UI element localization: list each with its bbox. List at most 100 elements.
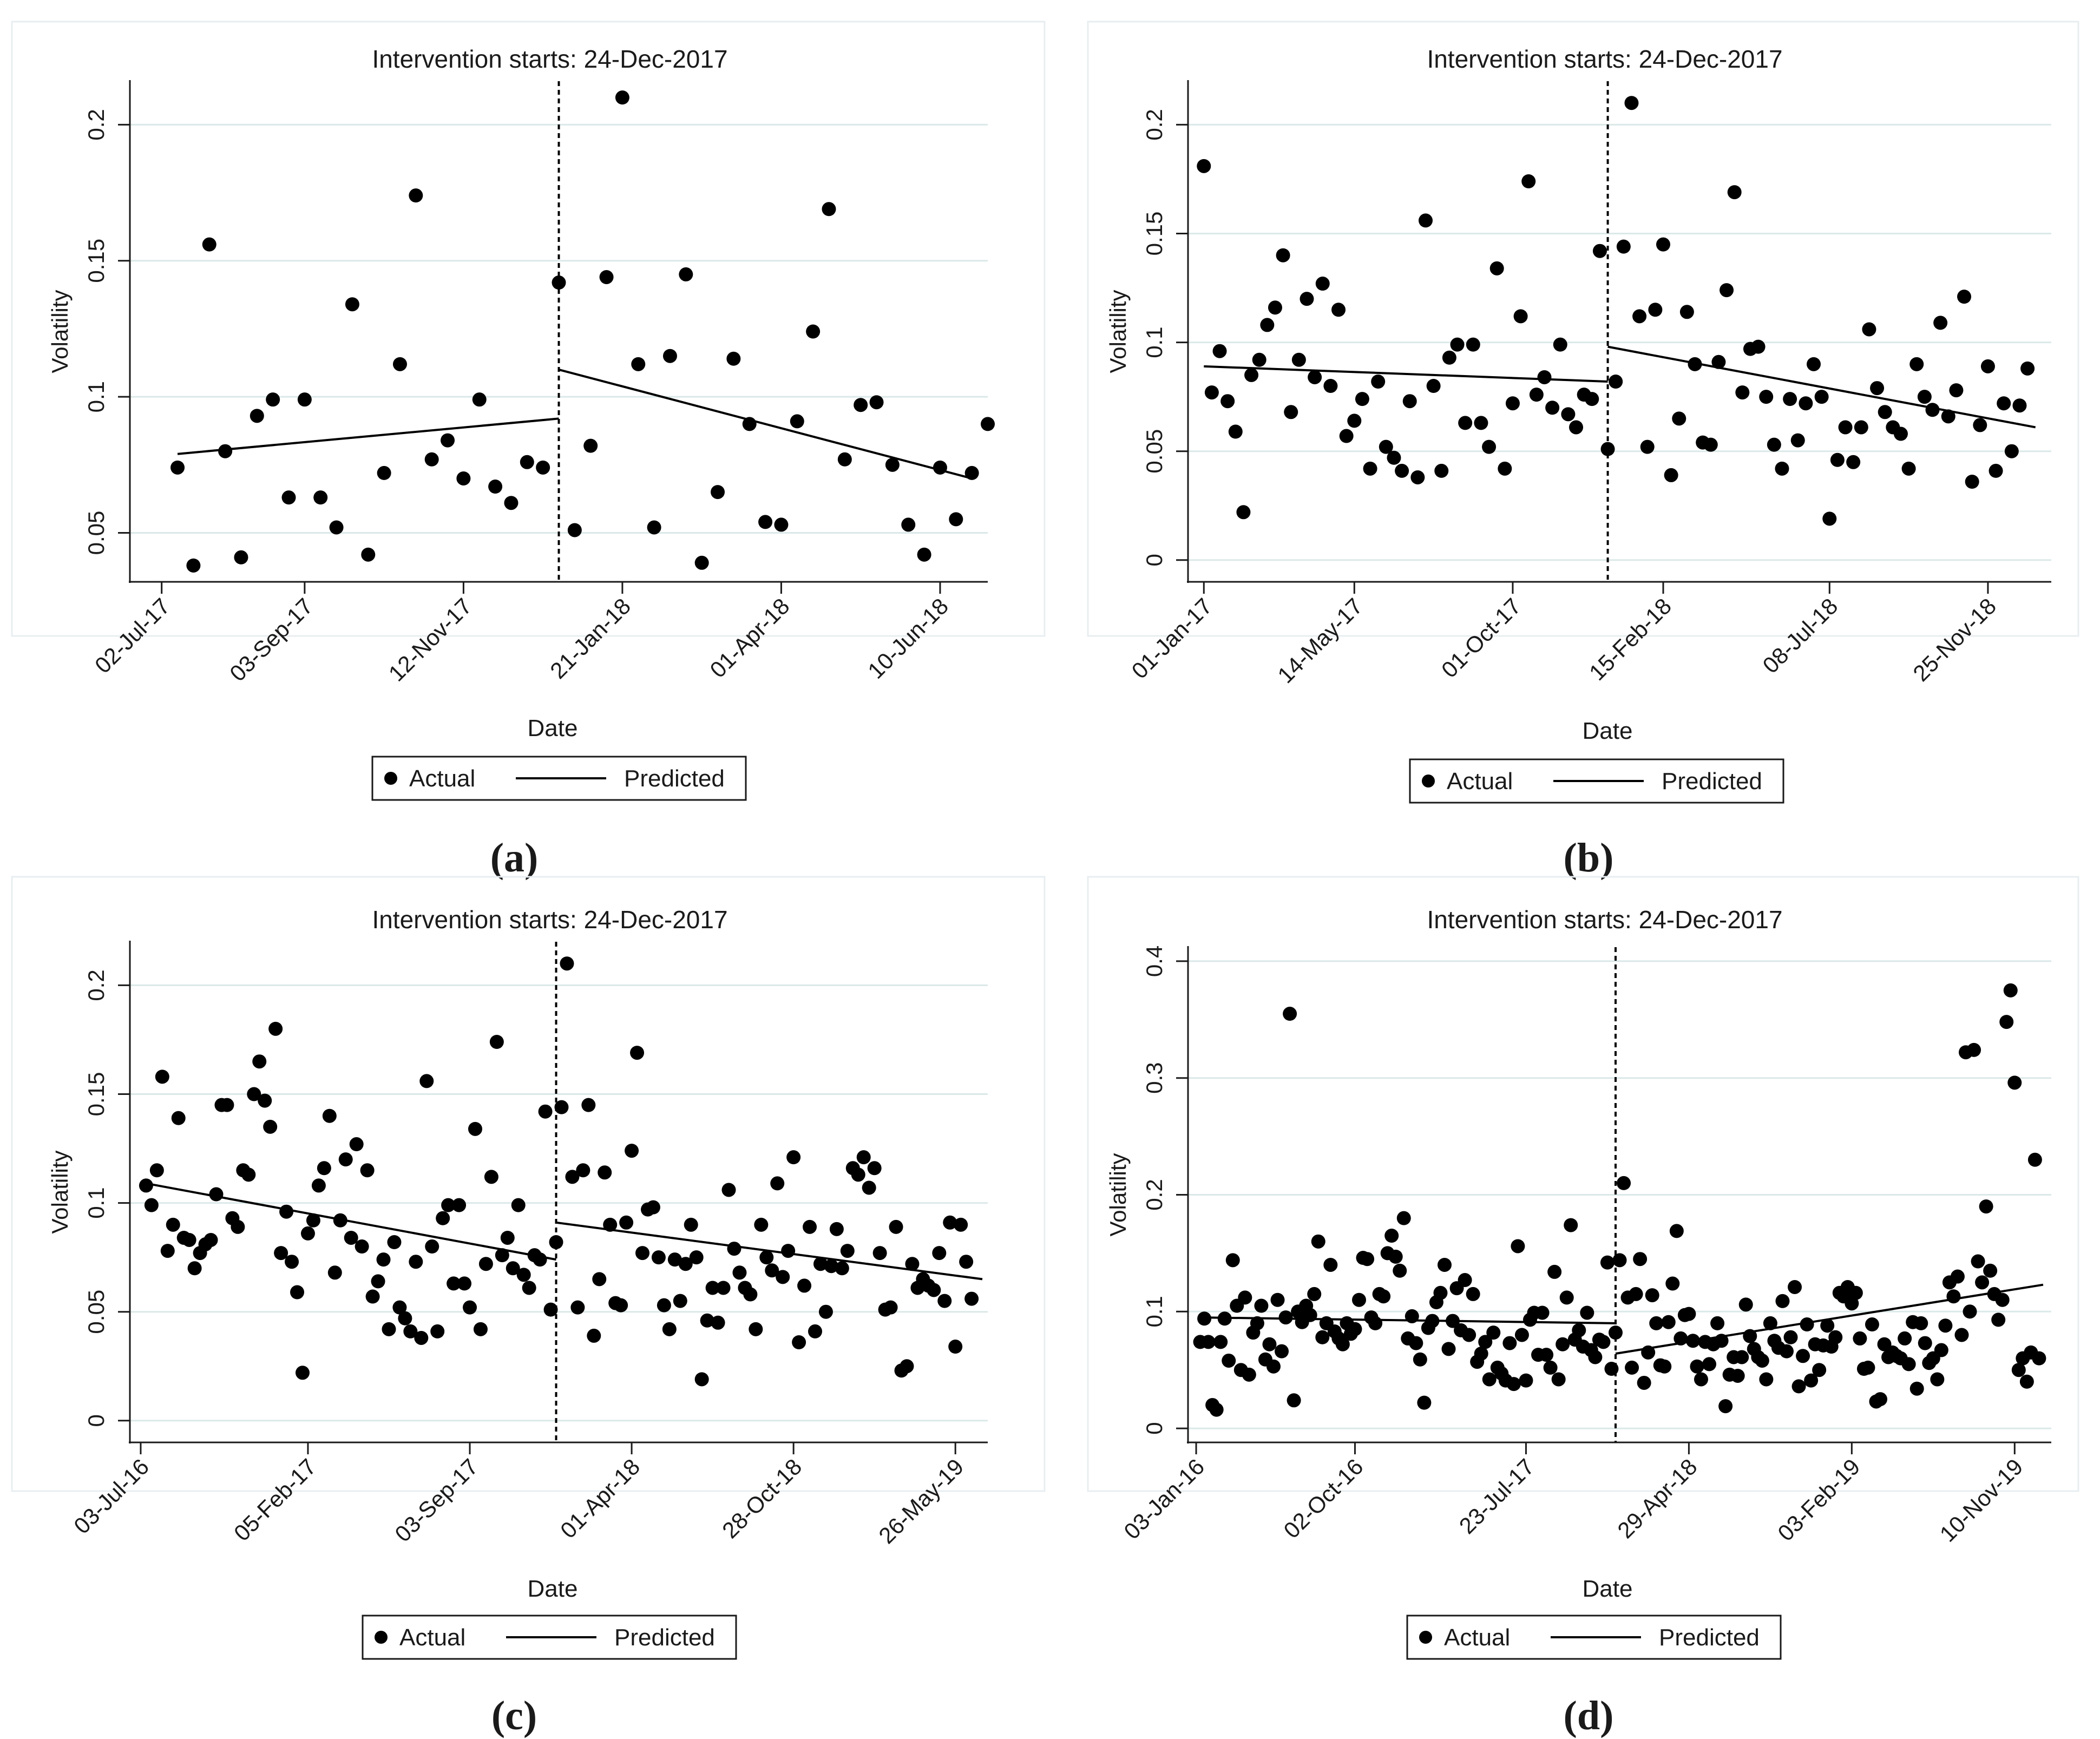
actual-point xyxy=(155,1069,169,1084)
actual-point xyxy=(1645,1288,1659,1303)
actual-point xyxy=(549,1235,563,1249)
actual-point xyxy=(1209,1402,1224,1417)
actual-point xyxy=(1989,463,2003,478)
actual-point xyxy=(536,460,550,475)
actual-point xyxy=(1759,390,1774,404)
actual-point xyxy=(1569,420,1584,435)
y-tick-label: 0.4 xyxy=(1141,946,1167,977)
legend: Actual Predicted xyxy=(1406,1615,1782,1660)
actual-point xyxy=(711,485,725,500)
actual-point xyxy=(1371,375,1386,389)
actual-point xyxy=(473,1322,488,1336)
actual-point xyxy=(311,1178,326,1193)
legend-actual-label: Actual xyxy=(1447,768,1513,795)
actual-point xyxy=(742,417,757,431)
actual-point xyxy=(1396,1211,1411,1225)
actual-point xyxy=(927,1283,941,1297)
actual-point xyxy=(436,1211,450,1225)
actual-point xyxy=(1873,1392,1888,1407)
actual-point xyxy=(1641,1345,1656,1360)
actual-point xyxy=(1604,1362,1619,1376)
actual-point xyxy=(1796,1349,1810,1363)
actual-point xyxy=(1308,370,1322,384)
actual-point xyxy=(1262,1337,1277,1351)
actual-point xyxy=(964,465,979,480)
actual-point xyxy=(170,460,185,475)
actual-point xyxy=(1335,1337,1350,1351)
x-axis-title: Date xyxy=(1583,1576,1633,1602)
actual-point xyxy=(824,1259,838,1274)
actual-point xyxy=(1543,1360,1558,1375)
actual-point xyxy=(1898,1331,1912,1346)
actual-point xyxy=(1244,368,1259,382)
actual-point xyxy=(376,1252,391,1267)
actual-point xyxy=(619,1215,634,1230)
actual-point xyxy=(727,1242,741,1256)
actual-point xyxy=(355,1239,369,1254)
actual-point xyxy=(679,267,693,281)
actual-point xyxy=(867,1161,882,1176)
actual-point xyxy=(1425,1314,1440,1328)
actual-point xyxy=(1388,1249,1403,1264)
actual-point xyxy=(1347,414,1362,428)
actual-point xyxy=(1648,303,1663,317)
predicted-line xyxy=(558,368,973,480)
actual-point xyxy=(1674,1331,1688,1346)
actual-point xyxy=(567,523,582,537)
actual-point xyxy=(1315,1330,1330,1344)
actual-point xyxy=(1828,1330,1843,1344)
actual-point xyxy=(837,452,852,467)
x-tick-label: 15-Feb-18 xyxy=(1584,593,1676,685)
actual-point xyxy=(1870,381,1885,396)
actual-point xyxy=(1783,392,1797,406)
actual-point xyxy=(570,1300,585,1315)
actual-point xyxy=(1775,461,1789,476)
actual-point xyxy=(758,515,773,529)
actual-point xyxy=(1376,1289,1391,1304)
actual-point xyxy=(1213,1335,1228,1349)
y-tick-label: 0 xyxy=(1141,554,1167,566)
actual-point xyxy=(1462,1328,1476,1342)
actual-point xyxy=(543,1302,558,1317)
actual-point xyxy=(204,1232,218,1247)
y-axis-title: Volatility xyxy=(1105,1153,1131,1236)
chart-title: Intervention starts: 24-Dec-2017 xyxy=(372,45,727,73)
actual-point xyxy=(732,1265,747,1280)
actual-point xyxy=(1197,1311,1212,1326)
x-tick-label: 02-Oct-16 xyxy=(1278,1454,1368,1543)
actual-point xyxy=(1637,1375,1651,1390)
actual-point xyxy=(1360,1252,1375,1266)
actual-point xyxy=(1529,388,1544,402)
actual-point xyxy=(1938,1318,1953,1333)
actual-point xyxy=(520,455,534,469)
actual-point xyxy=(1553,337,1567,352)
actual-point xyxy=(1848,1285,1863,1300)
actual-point xyxy=(1260,318,1275,332)
actual-point xyxy=(1291,352,1306,367)
actual-point xyxy=(149,1163,164,1178)
actual-point xyxy=(1384,1229,1399,1243)
actual-point xyxy=(711,1315,725,1330)
actual-point xyxy=(1609,375,1623,389)
y-axis-title: Volatility xyxy=(47,1150,73,1233)
actual-point xyxy=(182,1232,196,1247)
actual-point xyxy=(1909,357,1924,371)
actual-point xyxy=(1918,1336,1932,1350)
actual-point xyxy=(1853,1331,1867,1346)
chart-panel-b: 0 0.05 0.1 0.15 0.2 01-Jan-17 14-May-17 01-Oct-… xyxy=(1087,21,2079,881)
actual-point xyxy=(765,1263,779,1278)
actual-point xyxy=(1268,300,1282,315)
actual-point xyxy=(1790,433,1805,448)
actual-point xyxy=(1629,1287,1643,1301)
actual-point xyxy=(1933,316,1948,330)
actual-point xyxy=(1564,1218,1578,1232)
actual-point xyxy=(700,1313,714,1328)
plot-region-frame xyxy=(1087,21,2079,637)
y-tick-label: 0 xyxy=(83,1414,109,1427)
actual-point xyxy=(144,1198,159,1212)
actual-point xyxy=(516,1268,531,1282)
actual-point xyxy=(1228,424,1243,439)
actual-point xyxy=(463,1300,477,1315)
actual-point xyxy=(247,1087,261,1101)
actual-point xyxy=(835,1261,849,1276)
